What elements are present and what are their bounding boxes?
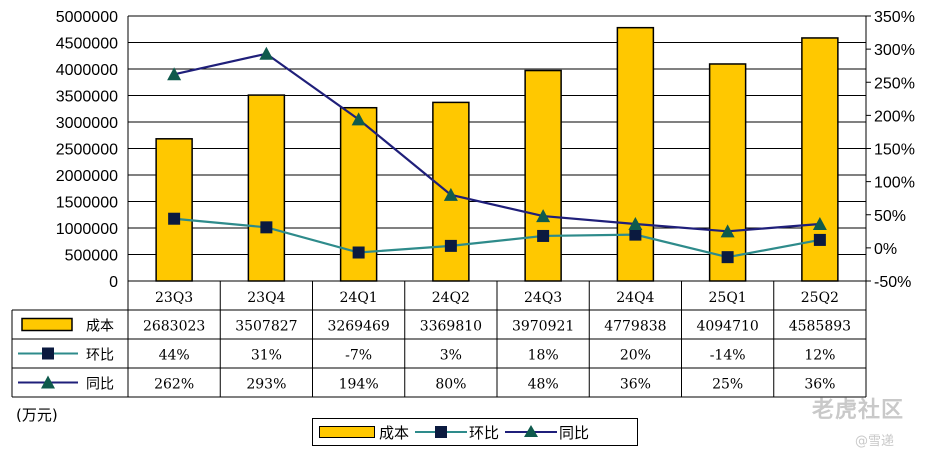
y-left-tick-label: 4500000 xyxy=(56,36,118,53)
y-right-tick-label: 0% xyxy=(874,241,897,258)
data-label: -14% xyxy=(710,348,746,364)
y-left-tick-label: 2000000 xyxy=(56,168,118,185)
data-label: 262% xyxy=(154,377,194,393)
watermark-sub: @雪递 xyxy=(854,434,894,449)
x-tick-label: 24Q4 xyxy=(616,290,654,306)
square-marker-icon xyxy=(435,426,448,438)
bar-cost xyxy=(155,138,193,282)
data-label: 293% xyxy=(246,377,286,393)
data-label: 194% xyxy=(339,377,379,393)
bar-cost xyxy=(708,63,747,282)
y-right-tick-label: 150% xyxy=(874,142,915,159)
data-label: 44% xyxy=(159,348,190,364)
marker-qoq xyxy=(537,229,550,242)
bar-cost xyxy=(524,69,562,282)
y-left-tick-label: 0 xyxy=(109,274,118,291)
data-label: 3269469 xyxy=(327,319,389,335)
marker-yoy xyxy=(628,217,643,231)
marker-qoq xyxy=(260,221,273,234)
bar-cost xyxy=(616,26,655,282)
x-tick-label: 24Q1 xyxy=(340,290,378,306)
y-right-tick-label: 300% xyxy=(874,42,915,59)
y-left-tick-label: 2500000 xyxy=(56,142,118,159)
marker-qoq xyxy=(352,246,365,259)
marker-qoq xyxy=(444,239,457,252)
marker-yoy xyxy=(351,112,366,126)
data-label: 3369810 xyxy=(420,319,482,335)
row-swatch-qoq-marker xyxy=(42,347,54,360)
marker-qoq xyxy=(168,212,181,225)
line-yoy xyxy=(173,52,820,233)
x-tick-label: 24Q2 xyxy=(432,290,470,306)
data-label: 3507827 xyxy=(235,319,297,335)
line-qoq xyxy=(174,217,821,259)
data-label: 12% xyxy=(804,348,835,364)
data-label: 48% xyxy=(528,377,559,393)
y-left-tick-label: 1000000 xyxy=(56,221,118,238)
y-right-tick-label: 200% xyxy=(874,108,915,125)
legend-line-swatch-yoy xyxy=(505,425,558,439)
x-tick-label: 25Q2 xyxy=(801,290,839,306)
legend-item-qoq: 环比 xyxy=(415,422,499,443)
marker-yoy xyxy=(443,187,458,201)
legend-bar-swatch xyxy=(319,426,375,438)
marker-yoy xyxy=(720,224,735,238)
legend-item-cost: 成本 xyxy=(319,422,409,443)
row-swatch-cost xyxy=(21,317,73,332)
x-tick-label: 25Q1 xyxy=(709,290,747,306)
marker-yoy xyxy=(812,217,827,231)
legend: 成本 环比 同比 xyxy=(312,418,638,446)
legend-item-yoy: 同比 xyxy=(505,422,589,443)
y-right-tick-label: -50% xyxy=(874,274,911,291)
row-label: 同比 xyxy=(86,377,114,393)
y-left-tick-label: 4000000 xyxy=(56,62,118,79)
legend-label-yoy: 同比 xyxy=(559,423,590,442)
row-swatch-yoy-marker xyxy=(41,375,55,389)
marker-yoy xyxy=(167,67,182,81)
data-label: 2683023 xyxy=(143,319,205,335)
y-right-tick-label: 350% xyxy=(874,9,915,26)
data-label: 36% xyxy=(804,377,835,393)
data-label: 80% xyxy=(435,377,466,393)
data-label: 4779838 xyxy=(604,319,666,335)
x-tick-label: 24Q3 xyxy=(524,290,562,306)
legend-line-swatch-qoq xyxy=(415,425,468,439)
y-left-tick-label: 500000 xyxy=(65,248,118,265)
marker-yoy xyxy=(259,46,274,60)
marker-qoq xyxy=(813,233,826,246)
y-left-tick-label: 3500000 xyxy=(56,89,118,106)
data-label: 25% xyxy=(712,377,743,393)
row-label: 环比 xyxy=(86,348,114,364)
data-label: 20% xyxy=(620,348,651,364)
x-tick-label: 23Q4 xyxy=(247,290,285,306)
data-label: 3970921 xyxy=(512,319,574,335)
data-label: 18% xyxy=(528,348,559,364)
watermark: 老虎社区 xyxy=(811,398,904,423)
y-left-tick-label: 3000000 xyxy=(56,115,118,132)
row-label: 成本 xyxy=(86,319,114,335)
marker-yoy xyxy=(536,209,551,223)
y-right-tick-label: 250% xyxy=(874,75,915,92)
x-tick-label: 23Q3 xyxy=(155,290,193,306)
data-label: 3% xyxy=(440,348,462,364)
marker-qoq xyxy=(629,228,642,241)
legend-label-qoq: 环比 xyxy=(469,423,500,442)
data-label: -7% xyxy=(345,348,372,364)
bar-cost xyxy=(247,94,286,282)
y-left-tick-label: 5000000 xyxy=(56,9,118,26)
data-label: 31% xyxy=(251,348,282,364)
triangle-marker-icon xyxy=(524,425,539,437)
legend-label-cost: 成本 xyxy=(379,423,410,442)
marker-qoq xyxy=(721,251,734,264)
y-right-tick-label: 100% xyxy=(874,175,915,192)
data-label: 4094710 xyxy=(696,319,758,335)
data-label: 4585893 xyxy=(789,319,851,335)
y-right-tick-label: 50% xyxy=(874,208,906,225)
y-left-tick-label: 1500000 xyxy=(56,195,118,212)
unit-label: (万元) xyxy=(16,406,58,424)
data-label: 36% xyxy=(620,377,651,393)
